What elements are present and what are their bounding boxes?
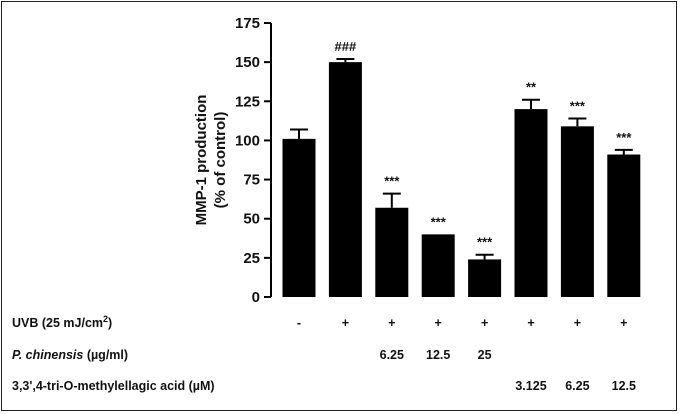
y-tick-label: 0 <box>252 289 260 306</box>
y-axis-label: MMP-1 production (% of control) <box>193 95 229 226</box>
treatment-cell: + <box>342 316 349 330</box>
bar <box>560 126 594 297</box>
treatment-row-label: UVB (25 mJ/cm2) <box>12 314 112 330</box>
treatment-row-label: 3,3',4-tri-O-methylellagic acid (µM) <box>12 379 215 393</box>
significance-label: ### <box>335 39 357 54</box>
treatment-cell: 6.25 <box>380 348 404 362</box>
bar <box>328 62 362 298</box>
y-tick-label: 100 <box>235 132 260 149</box>
bar <box>421 234 455 297</box>
significance-label: *** <box>431 214 447 229</box>
y-tick-label: 175 <box>235 15 260 32</box>
treatment-cell: 12.5 <box>426 348 450 362</box>
treatment-cell: + <box>620 316 627 330</box>
y-tick-label: 50 <box>243 211 260 228</box>
y-axis-label-line: MMP-1 production <box>193 95 210 226</box>
y-axis-label-line: (% of control) <box>212 112 229 209</box>
treatment-table: UVB (25 mJ/cm2) - + + + + + + + P. chinensis (µg/… <box>12 314 636 393</box>
y-tick-label: 75 <box>243 172 260 189</box>
y-tick-label: 25 <box>243 250 260 267</box>
y-axis: 0 25 50 75 100 125 150 175 <box>235 15 272 306</box>
treatment-cell: + <box>574 316 581 330</box>
significance-label: *** <box>384 174 400 189</box>
bar <box>514 109 548 297</box>
bar <box>282 138 316 297</box>
treatment-cell: 25 <box>478 348 492 362</box>
significance-label: *** <box>616 130 632 145</box>
bar <box>375 207 409 297</box>
treatment-cell: 3.125 <box>515 379 546 393</box>
significance-label: ** <box>526 80 537 95</box>
bar <box>468 259 502 297</box>
treatment-cell: - <box>297 316 301 330</box>
treatment-cell: + <box>527 316 534 330</box>
treatment-cell: + <box>481 316 488 330</box>
treatment-cell: + <box>435 316 442 330</box>
bar <box>607 154 641 297</box>
treatment-row-label: P. chinensis (µg/ml) <box>12 348 128 362</box>
bars: ###***************** <box>282 39 641 298</box>
treatment-cell: 12.5 <box>612 379 636 393</box>
y-tick-label: 125 <box>235 93 260 110</box>
significance-label: *** <box>570 99 586 114</box>
treatment-cell: + <box>388 316 395 330</box>
significance-label: *** <box>477 235 493 250</box>
treatment-cell: 6.25 <box>565 379 589 393</box>
y-tick-label: 150 <box>235 54 260 71</box>
